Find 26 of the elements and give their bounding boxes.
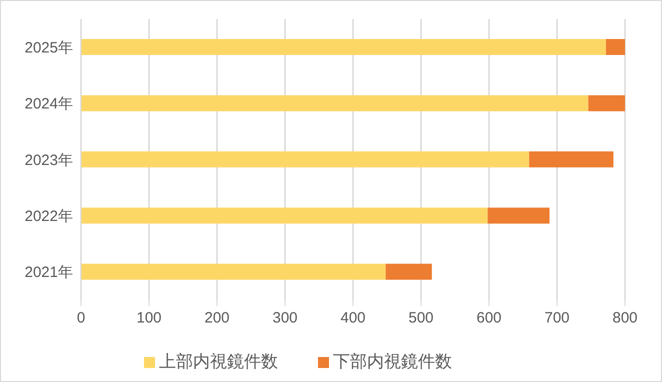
bar [386, 264, 432, 280]
x-tick-label: 300 [272, 310, 298, 327]
x-tick-label: 700 [544, 310, 570, 327]
bar [81, 264, 386, 280]
y-tick-label: 2024年 [24, 96, 73, 113]
x-tick-label: 600 [476, 310, 502, 327]
bar [81, 151, 530, 168]
legend-label: 下部内視鏡件数 [333, 352, 452, 371]
x-tick-label: 500 [408, 310, 434, 327]
bar [606, 39, 625, 55]
bar [81, 208, 488, 224]
y-tick-label: 2022年 [24, 208, 73, 226]
bar [588, 95, 625, 112]
x-tick-label: 200 [204, 310, 230, 327]
x-tick-label: 0 [76, 310, 86, 327]
bar [81, 39, 606, 55]
x-tick-label: 400 [340, 310, 366, 327]
legend-label: 上部内視鏡件数 [159, 352, 278, 371]
bar [529, 151, 614, 168]
y-tick-label: 2025年 [24, 39, 73, 56]
x-tick-label: 100 [136, 310, 162, 327]
bar [81, 95, 588, 112]
y-tick-label: 2023年 [24, 152, 73, 169]
bar [488, 208, 550, 224]
y-tick-label: 2021年 [24, 264, 73, 282]
x-tick-label: 800 [612, 310, 638, 327]
